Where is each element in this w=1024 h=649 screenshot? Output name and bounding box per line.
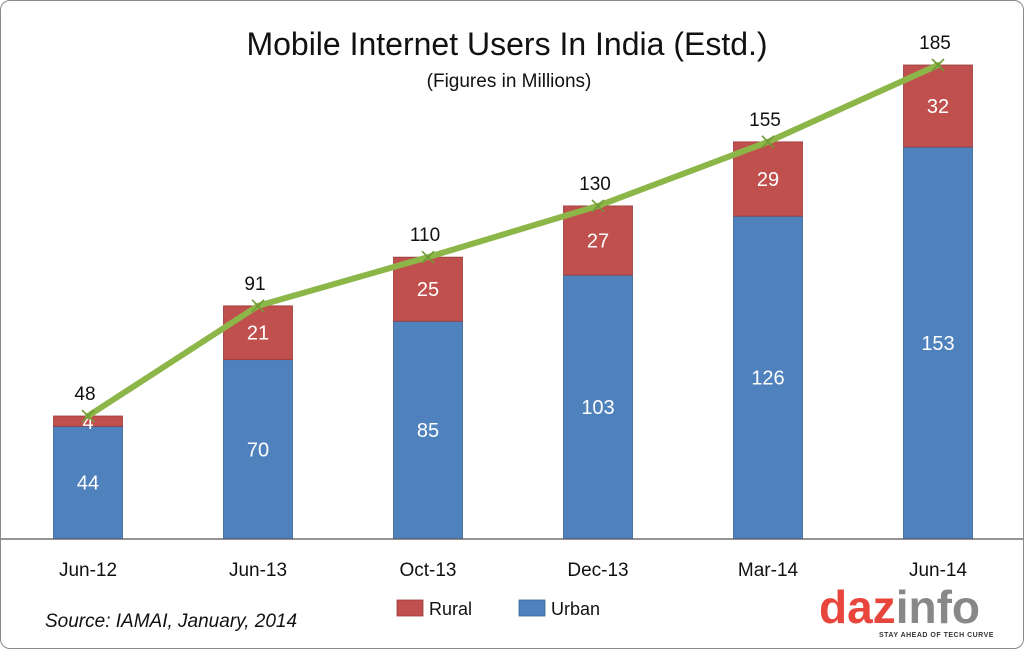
label-urban-oct-13: 85: [417, 420, 439, 442]
x-tick-jun-12: Jun-12: [59, 560, 117, 581]
total-line: [85, 62, 941, 420]
total-label-mar-14: 155: [749, 110, 781, 131]
label-rural-oct-13: 25: [417, 279, 439, 301]
chart-subtitle: (Figures in Millions): [427, 71, 592, 92]
label-rural-jun-14: 32: [927, 96, 949, 118]
chart-title: Mobile Internet Users In India (Estd.): [246, 26, 767, 62]
legend-label-rural: Rural: [429, 599, 472, 619]
x-tick-jun-13: Jun-13: [229, 560, 287, 581]
total-line-group: 48 91 110 130 155 185: [74, 33, 951, 423]
logo-wordmark-part-a: daz: [819, 581, 896, 633]
label-urban-mar-14: 126: [751, 368, 784, 390]
label-rural-jun-13: 21: [247, 323, 269, 345]
bar-urban-dec-13: [563, 274, 633, 540]
source-note: Source: IAMAI, January, 2014: [45, 611, 297, 632]
total-marker-mar-14: [761, 135, 775, 149]
x-tick-oct-13: Oct-13: [399, 560, 456, 581]
label-rural-jun-12: 4: [82, 412, 93, 434]
bar-rural-oct-13: [393, 256, 463, 322]
label-urban-jun-14: 153: [921, 333, 954, 355]
legend-swatch-urban: [518, 599, 546, 617]
bar-urban-jun-12: [53, 425, 123, 540]
label-urban-jun-13: 70: [247, 439, 269, 461]
dazeinfo-logo: dazinfo STAY AHEAD OF TECH CURVE: [819, 581, 994, 639]
logo-wordmark: dazinfo: [819, 581, 980, 633]
total-label-oct-13: 110: [410, 225, 440, 246]
legend-label-urban: Urban: [551, 599, 600, 619]
x-tick-jun-14: Jun-14: [909, 560, 968, 581]
label-urban-dec-13: 103: [581, 397, 614, 419]
total-marker-dec-13: [591, 199, 605, 213]
legend: Rural Urban: [396, 599, 600, 619]
total-marker-oct-13: [421, 250, 435, 264]
total-marker-jun-12: [81, 409, 95, 423]
total-label-jun-14: 185: [919, 33, 951, 54]
bar-rural-jun-13: [223, 305, 293, 361]
x-tick-dec-13: Dec-13: [567, 560, 628, 581]
label-rural-mar-14: 29: [757, 169, 779, 191]
x-tick-labels: Jun-12 Jun-13 Oct-13 Dec-13 Mar-14 Jun-14: [59, 560, 968, 581]
legend-swatch-rural: [396, 599, 424, 617]
bar-rural-dec-13: [563, 205, 633, 276]
logo-tagline: STAY AHEAD OF TECH CURVE: [879, 632, 994, 639]
bar-urban-mar-14: [733, 215, 803, 540]
total-marker-jun-14: [931, 58, 945, 72]
total-label-dec-13: 130: [579, 174, 611, 195]
total-label-jun-12: 48: [74, 384, 95, 405]
logo-wordmark-part-b: info: [896, 581, 980, 633]
bar-rural-mar-14: [733, 141, 803, 217]
total-marker-jun-13: [251, 299, 265, 313]
x-tick-mar-14: Mar-14: [738, 560, 799, 581]
total-label-jun-13: 91: [244, 274, 265, 295]
bar-urban-oct-13: [393, 320, 463, 540]
label-rural-dec-13: 27: [587, 231, 609, 253]
label-urban-jun-12: 44: [77, 473, 99, 495]
